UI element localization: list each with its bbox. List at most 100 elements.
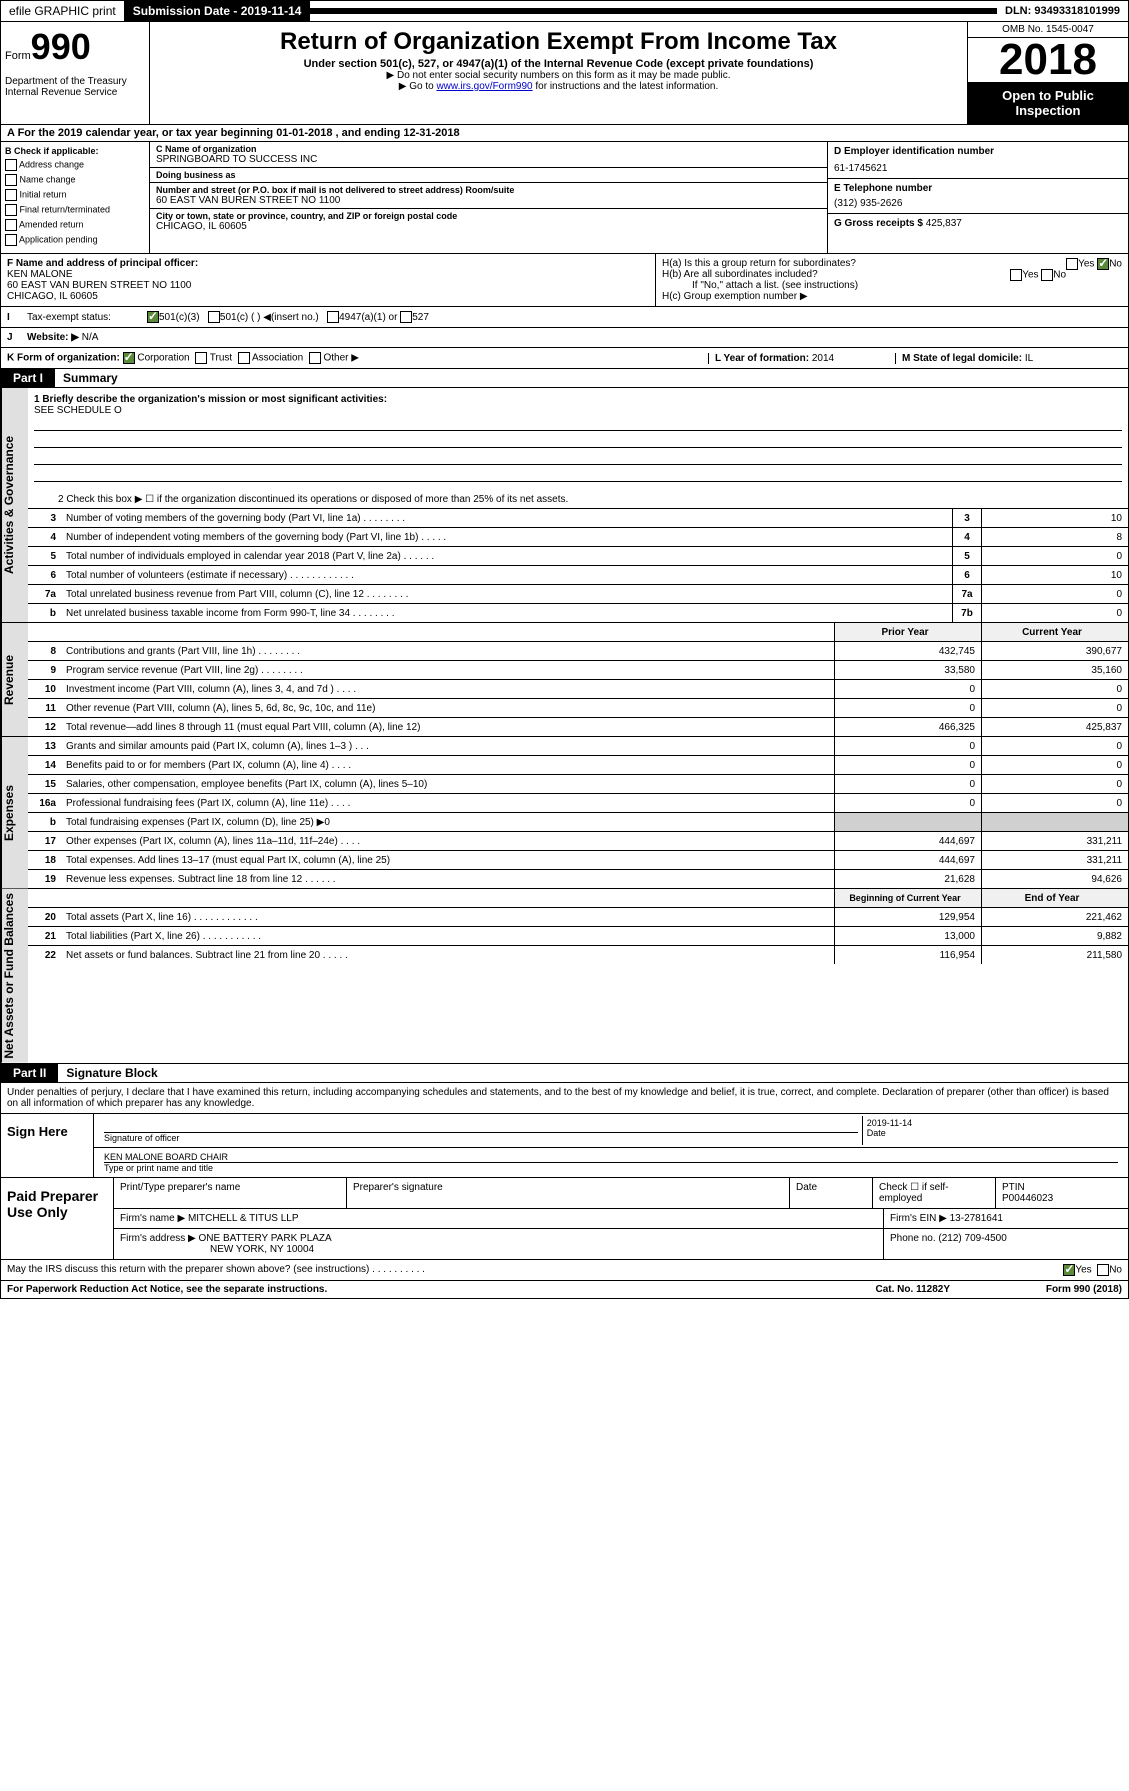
header-center: Return of Organization Exempt From Incom…	[150, 22, 967, 124]
topbar-spacer	[310, 8, 997, 14]
firm-name-label: Firm's name ▶	[120, 1213, 185, 1224]
section-m: M State of legal domicile: IL	[895, 353, 1122, 364]
perjury-text: Under penalties of perjury, I declare th…	[1, 1083, 1128, 1113]
lbl-trust: Trust	[210, 353, 232, 364]
chk-initial-return[interactable]: Initial return	[5, 189, 145, 201]
table-row: 19 Revenue less expenses. Subtract line …	[28, 870, 1128, 888]
table-row: 13 Grants and similar amounts paid (Part…	[28, 737, 1128, 756]
note-goto: ▶ Go to www.irs.gov/Form990 for instruct…	[154, 81, 963, 92]
tax-period: A For the 2019 calendar year, or tax yea…	[0, 125, 1129, 142]
row-desc: Number of independent voting members of …	[62, 530, 952, 545]
mission-line-3	[34, 450, 1122, 465]
sig-officer-line[interactable]	[104, 1118, 858, 1133]
row-value: 0	[981, 604, 1128, 622]
row-desc: Investment income (Part VIII, column (A)…	[62, 682, 834, 697]
row-desc: Professional fundraising fees (Part IX, …	[62, 796, 834, 811]
chk-other[interactable]	[309, 352, 321, 364]
preparer-sig-header: Preparer's signature	[347, 1178, 790, 1208]
section-k: K Form of organization: Corporation Trus…	[7, 352, 708, 364]
h-a-yes[interactable]	[1066, 258, 1078, 270]
row-desc: Total revenue—add lines 8 through 11 (mu…	[62, 720, 834, 735]
row-desc: Total number of volunteers (estimate if …	[62, 568, 952, 583]
row-current: 331,211	[981, 832, 1128, 850]
row-prior: 432,745	[834, 642, 981, 660]
org-name-row: C Name of organization SPRINGBOARD TO SU…	[150, 142, 827, 168]
row-value: 0	[981, 585, 1128, 603]
table-row: 20 Total assets (Part X, line 16) . . . …	[28, 908, 1128, 927]
phone-label: E Telephone number	[834, 183, 1122, 194]
row-num: 7a	[28, 589, 62, 600]
row-num: 9	[28, 665, 62, 676]
discuss-no-lbl: No	[1109, 1264, 1122, 1275]
website-value: N/A	[82, 332, 99, 343]
h-b-no[interactable]	[1041, 269, 1053, 281]
table-row: 12 Total revenue—add lines 8 through 11 …	[28, 718, 1128, 736]
chk-assoc[interactable]	[238, 352, 250, 364]
section-d: D Employer identification number 61-1745…	[828, 142, 1128, 179]
efile-graphic-print[interactable]: efile GRAPHIC print	[1, 1, 125, 21]
lbl-527: 527	[412, 312, 429, 323]
section-e: E Telephone number (312) 935-2626	[828, 179, 1128, 214]
sig-name-row: KEN MALONE BOARD CHAIR Type or print nam…	[94, 1148, 1128, 1177]
paid-preparer-block: Paid Preparer Use Only Print/Type prepar…	[0, 1178, 1129, 1260]
discuss-no-chk[interactable]	[1097, 1264, 1109, 1276]
section-b: B Check if applicable: Address change Na…	[1, 142, 150, 253]
korg-label: K Form of organization:	[7, 353, 120, 364]
h-b-note: If "No," attach a list. (see instruction…	[662, 280, 1122, 291]
row-prior: 0	[834, 680, 981, 698]
discuss-yes-chk[interactable]	[1063, 1264, 1075, 1276]
row-current: 0	[981, 737, 1128, 755]
sig-name: KEN MALONE BOARD CHAIR	[104, 1152, 1118, 1163]
row-num: 14	[28, 760, 62, 771]
row-num: 17	[28, 836, 62, 847]
form-prefix: Form	[5, 50, 31, 62]
ein-value: 61-1745621	[834, 163, 1122, 174]
firm-phone: (212) 709-4500	[938, 1233, 1006, 1244]
table-row: 5 Total number of individuals employed i…	[28, 547, 1128, 566]
chk-name-change[interactable]: Name change	[5, 174, 145, 186]
table-row: 17 Other expenses (Part IX, column (A), …	[28, 832, 1128, 851]
section-l: L Year of formation: 2014	[708, 353, 895, 364]
signature-block: Under penalties of perjury, I declare th…	[0, 1083, 1129, 1178]
lbl-amended: Amended return	[19, 219, 84, 229]
h-b-yes[interactable]	[1010, 269, 1022, 281]
tax-year: 2018	[968, 38, 1128, 82]
row-prior: 33,580	[834, 661, 981, 679]
chk-app-pending[interactable]: Application pending	[5, 234, 145, 246]
row-current: 331,211	[981, 851, 1128, 869]
firm-phone-label: Phone no.	[890, 1233, 936, 1244]
firm-name-row: Firm's name ▶ MITCHELL & TITUS LLP Firm'…	[114, 1209, 1128, 1229]
row-num: 16a	[28, 798, 62, 809]
open-to-public: Open to Public Inspection	[968, 82, 1128, 124]
sign-here-row: Sign Here Signature of officer 2019-11-1…	[1, 1113, 1128, 1177]
row-num: 19	[28, 874, 62, 885]
part-1-header: Part I Summary	[0, 369, 1129, 388]
form-990-number: 990	[31, 26, 91, 67]
chk-4947[interactable]	[327, 311, 339, 323]
h-a-no[interactable]	[1097, 258, 1109, 270]
chk-final-return[interactable]: Final return/terminated	[5, 204, 145, 216]
row-prior	[834, 813, 981, 831]
chk-address-change[interactable]: Address change	[5, 159, 145, 171]
sign-here-right: Signature of officer 2019-11-14 Date KEN…	[94, 1114, 1128, 1177]
gross-receipts-label: G Gross receipts $	[834, 218, 923, 229]
ptin-value: P00446023	[1002, 1193, 1122, 1204]
ein-label: D Employer identification number	[834, 146, 1122, 157]
blank-desc	[62, 630, 834, 634]
street-address: 60 EAST VAN BUREN STREET NO 1100	[156, 195, 821, 206]
org-name-label: C Name of organization	[156, 144, 821, 154]
chk-amended[interactable]: Amended return	[5, 219, 145, 231]
lbl-assoc: Association	[252, 353, 303, 364]
submission-date: Submission Date - 2019-11-14	[125, 1, 311, 21]
chk-527[interactable]	[400, 311, 412, 323]
chk-501c[interactable]	[208, 311, 220, 323]
lbl-address-change: Address change	[19, 159, 84, 169]
net-assets-body: Beginning of Current Year End of Year 20…	[28, 889, 1128, 1063]
row-boxnum: 7a	[952, 585, 981, 603]
chk-501c3[interactable]	[147, 311, 159, 323]
chk-trust[interactable]	[195, 352, 207, 364]
sign-here-label: Sign Here	[1, 1114, 94, 1177]
chk-corp[interactable]	[123, 352, 135, 364]
irs-link[interactable]: www.irs.gov/Form990	[436, 81, 532, 92]
part-1-title: Summary	[55, 371, 118, 385]
